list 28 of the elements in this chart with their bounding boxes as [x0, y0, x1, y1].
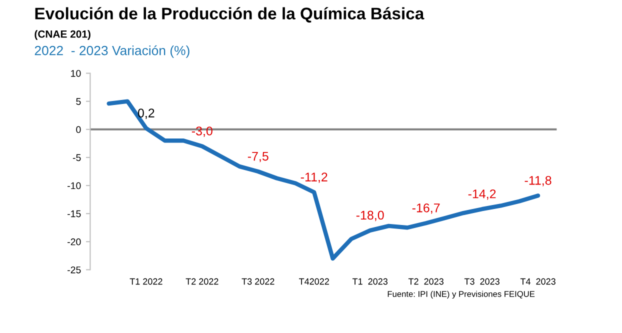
source-note: Fuente: IPI (INE) y Previsiones FEIQUE	[388, 290, 535, 299]
x-tick-label: T2 2022	[186, 278, 218, 285]
data-label: -7,5	[248, 152, 268, 162]
x-tick-label: T4 2023	[520, 278, 556, 285]
data-label: -11,2	[300, 172, 328, 183]
x-tick-label: T2 2023	[408, 278, 444, 285]
data-label: 0,2	[138, 108, 154, 119]
y-tick-label: -10	[68, 182, 81, 190]
y-tick-label: 5	[76, 98, 81, 105]
y-tick-label: -15	[68, 210, 81, 218]
x-tick-label: T1 2023	[352, 278, 388, 285]
chart-subtitle: (CNAE 201)	[34, 30, 90, 40]
x-tick-label: T3 2022	[242, 278, 274, 285]
y-tick-label: -25	[68, 266, 81, 274]
y-tick-label: -5	[72, 154, 81, 162]
y-tick-label: -20	[68, 238, 81, 246]
data-label: -16,7	[412, 203, 440, 214]
x-tick-label: T1 2022	[130, 278, 162, 285]
data-label: -3,0	[192, 126, 212, 137]
y-tick-label: 10	[71, 70, 81, 77]
chart-title: Evolución de la Producción de la Química Básica	[35, 7, 424, 23]
data-label: -11,8	[524, 176, 552, 186]
y-axis-title: 2022 - 2023 Variación (%)	[34, 45, 190, 58]
x-tick-label: T3 2023	[464, 278, 500, 285]
data-label: -14,2	[468, 189, 496, 200]
data-label: -18,0	[356, 210, 384, 222]
x-tick-label: T42022	[299, 278, 329, 285]
y-tick-label: 0	[76, 126, 81, 134]
